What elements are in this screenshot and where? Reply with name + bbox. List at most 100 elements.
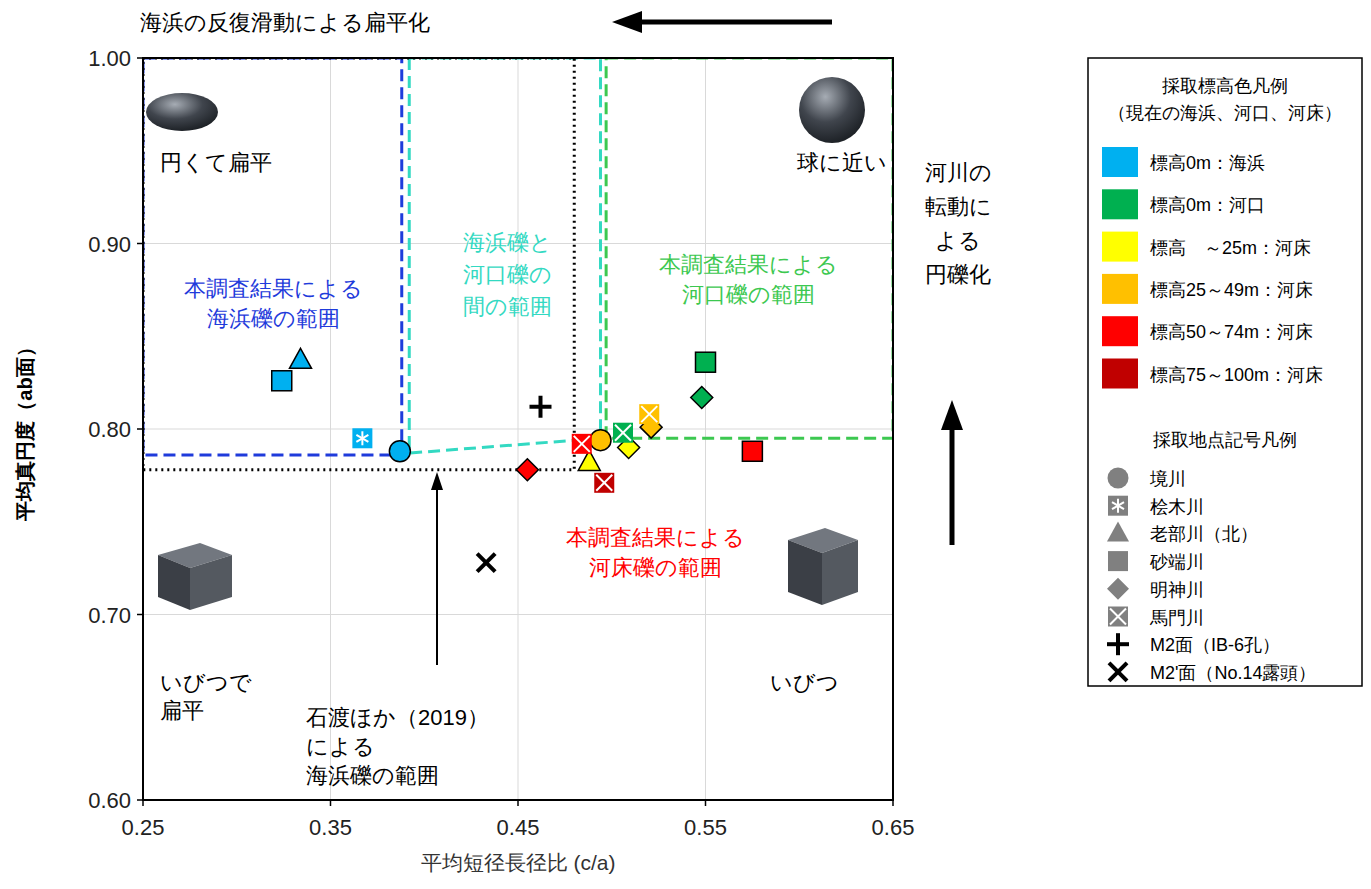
legend-label: 標高25～49m：河床 (1150, 280, 1313, 300)
tick-label: 0.55 (684, 815, 727, 840)
grid (143, 58, 893, 800)
icon (190, 555, 232, 610)
marker-shape (477, 554, 495, 572)
tick-label: 0.60 (88, 788, 131, 813)
point (530, 396, 552, 418)
shape-label: 球に近い (797, 150, 887, 175)
marker-shape (272, 371, 292, 391)
icon (822, 540, 858, 605)
arrow (431, 472, 443, 490)
legend-marker (1108, 468, 1129, 489)
marker-shape (1107, 521, 1129, 541)
icon (799, 77, 865, 143)
marker-shape (477, 554, 495, 572)
marker-shape (1107, 578, 1129, 600)
icon (146, 93, 218, 131)
region-label: 河口礫の (463, 262, 552, 287)
marker-shape (696, 352, 716, 372)
marker-shape (1109, 663, 1127, 681)
point (639, 404, 659, 424)
shape-label: 扁平 (160, 698, 204, 723)
marker-shape (1108, 607, 1128, 627)
arrow (640, 20, 832, 25)
legend-label: 標高50～74m：河床 (1150, 322, 1313, 342)
icon (788, 540, 822, 605)
legend: 採取標高色凡例（現在の海浜、河口、河床）標高0m：海浜標高0m：河口標高 ～25… (1088, 58, 1362, 686)
arrow (950, 428, 955, 545)
marker-shape (1108, 551, 1128, 571)
point (272, 371, 292, 391)
legend-marker (1108, 551, 1128, 571)
point (516, 459, 538, 481)
legend-swatch (1102, 147, 1138, 177)
tick-label: 0.35 (309, 815, 352, 840)
marker-shape (596, 475, 612, 491)
region-label: 石渡ほか（2019） (306, 705, 489, 730)
marker-shape (1109, 663, 1127, 681)
legend-swatch (1102, 232, 1138, 262)
region-label: 本調査結果による (184, 276, 363, 301)
legend-label: M2面（IB-6孔） (1150, 635, 1280, 655)
legend-swatch (1102, 189, 1138, 219)
marker-shape (572, 434, 592, 454)
marker-shape (615, 425, 631, 441)
legend-label: 標高0m：海浜 (1150, 153, 1265, 173)
region (143, 58, 574, 470)
legend-label: 馬門川 (1149, 608, 1204, 628)
marker-shape (389, 441, 410, 462)
arrow-label: 転動に (925, 194, 992, 219)
legend-marker (1109, 663, 1127, 681)
point (613, 423, 633, 443)
marker-shape (596, 475, 612, 491)
region-label: 本調査結果による (659, 252, 838, 277)
shape-label: いびつ (770, 670, 839, 695)
plot-area (143, 58, 893, 572)
region-label: による (306, 734, 375, 759)
region-label: 海浜礫の範囲 (306, 763, 439, 788)
legend-marker (1107, 578, 1129, 600)
region-label: 海浜礫の範囲 (207, 306, 340, 331)
marker-shape (641, 406, 657, 422)
grid-line (143, 429, 893, 430)
legend-label: 明神川 (1150, 580, 1204, 600)
point (290, 348, 312, 368)
legend-title: （現在の海浜、河口、河床） (1108, 103, 1342, 123)
marker-shape (742, 441, 762, 461)
point (594, 473, 614, 493)
axis-title: 平均短径長径比 (c/a) (421, 851, 616, 874)
arrow (436, 488, 438, 665)
marker-shape (1110, 609, 1126, 625)
marker-shape (615, 425, 631, 441)
legend-marker (1107, 521, 1129, 541)
point (696, 352, 716, 372)
region-label: 河口礫の範囲 (682, 282, 815, 307)
marker-shape (639, 404, 659, 424)
legend-label: 砂端川 (1149, 552, 1204, 572)
tick-label: 0.25 (122, 815, 165, 840)
legend-swatch (1102, 274, 1138, 304)
marker-shape (574, 436, 590, 452)
grid-line (143, 614, 893, 615)
tick-label: 0.65 (872, 815, 915, 840)
marker-shape (613, 423, 633, 443)
marker-shape (1108, 468, 1129, 489)
point (389, 441, 410, 462)
marker-shape (1112, 502, 1124, 509)
annotation: 本調査結果による (566, 525, 745, 550)
shape-label: 円くて扁平 (160, 150, 272, 175)
legend-title: 採取標高色凡例 (1162, 76, 1288, 96)
marker-shape (516, 459, 538, 481)
legend-title: 採取地点記号凡例 (1153, 430, 1297, 450)
legend-label: 境川 (1149, 469, 1186, 489)
arrow-label: よる (935, 228, 981, 253)
tick-label: 0.90 (88, 232, 131, 257)
axis-title: 平均真円度（ab面） (14, 337, 36, 521)
marker-shape (290, 348, 312, 368)
legend-marker (1108, 607, 1128, 627)
legend-box (1088, 58, 1362, 686)
marker-shape (356, 435, 368, 442)
arrow-label: 円礫化 (925, 262, 991, 287)
point (742, 441, 762, 461)
arrow-label: 河川の (925, 160, 992, 185)
point (477, 554, 495, 572)
